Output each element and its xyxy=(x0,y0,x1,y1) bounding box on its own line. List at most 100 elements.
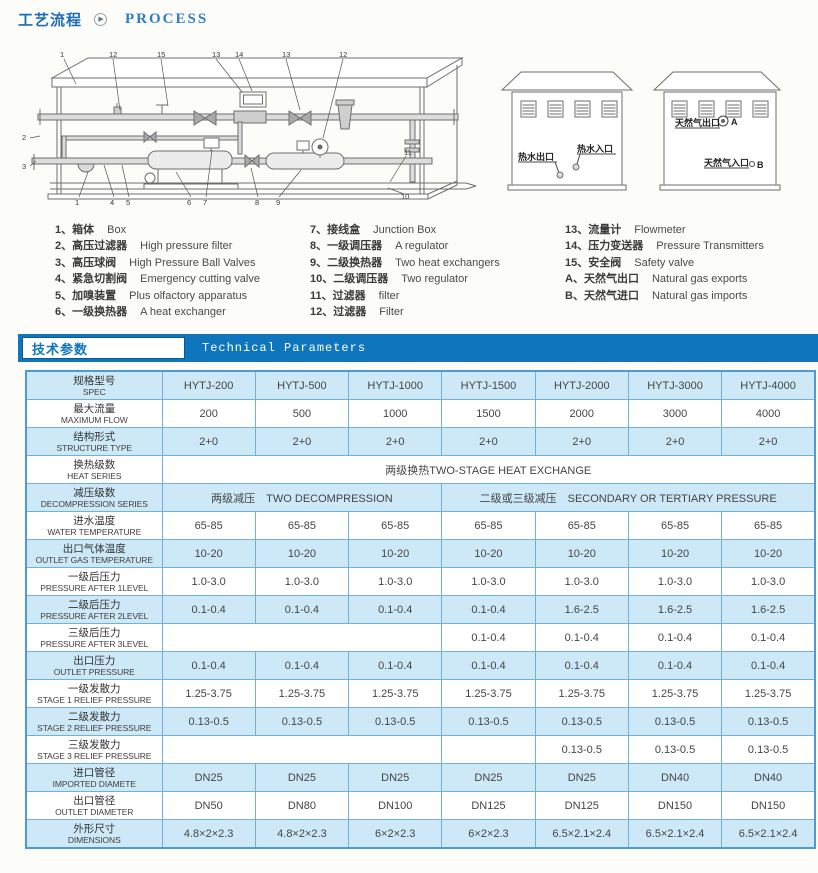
table-cell: 1.25-3.75 xyxy=(161,679,256,708)
table-row: 出口管径 OUTLET DIAMETER DN50 DN80 DN100 DN125 DN1… xyxy=(25,791,816,820)
callout-number: 12 xyxy=(109,50,117,59)
table-cell: DN125 xyxy=(534,791,629,820)
row-label: 外形尺寸 DIMENSIONS xyxy=(25,819,163,849)
callout-number: 2 xyxy=(22,133,26,142)
table-cell: 2+0 xyxy=(721,427,816,456)
table-cell: 0.13-0.5 xyxy=(161,707,256,736)
callout-number: 13 xyxy=(282,50,290,59)
legend-item-en: Emergency cutting valve xyxy=(140,273,260,286)
legend-item: B、天然气进口 Natural gas imports xyxy=(565,288,805,304)
callout-number: 9 xyxy=(276,198,280,207)
table-row: 二级发散力 STAGE 2 RELIEF PRESSURE 0.13-0.5 0.13… xyxy=(25,707,816,736)
legend-item-cn: 7、接线盒 xyxy=(310,224,361,236)
table-cell: 65-85 xyxy=(254,511,350,540)
table-cell: 4.8×2×2.3 xyxy=(161,819,256,849)
legend-item-cn: 14、压力变送器 xyxy=(565,240,644,253)
callout-number: 1 xyxy=(75,198,79,207)
table-cell: 10-20 xyxy=(627,539,723,568)
legend-item-en: A regulator xyxy=(395,240,449,253)
table-cell: 0.1-0.4 xyxy=(161,651,256,680)
table-row: 三级发散力 STAGE 3 RELIEF PRESSURE 0.13-0.5 0.13… xyxy=(25,735,816,764)
table-cell: 6.5×2.1×2.4 xyxy=(534,819,629,849)
row-label: 换热级数 HEAT SERIES xyxy=(25,455,163,484)
table-cell: 1.6-2.5 xyxy=(627,595,723,624)
table-cell: 65-85 xyxy=(627,511,723,540)
table-cell: HYTJ-3000 xyxy=(627,370,723,400)
legend-item: 5、加嗅装置 Plus olfactory apparatus xyxy=(55,288,310,304)
table-cell: 0.1-0.4 xyxy=(627,623,723,652)
table-cell: 1.25-3.75 xyxy=(348,679,443,708)
legend-item: 4、紧急切割阀 Emergency cutting valve xyxy=(55,271,310,287)
legend-item-cn: 6、一级换热器 xyxy=(55,306,128,319)
table-cell: 0.1-0.4 xyxy=(534,623,629,652)
row-label: 进口管径 IMPORTED DIAMETE xyxy=(25,763,163,792)
table-cell: 500 xyxy=(254,399,350,428)
callout-number: 8 xyxy=(255,198,259,207)
legend-item-cn: A、天然气出口 xyxy=(565,273,639,286)
table-row: 一级后压力 PRESSURE AFTER 1LEVEL 1.0-3.0 1.0-3.0… xyxy=(25,567,816,596)
callout-leader-lines xyxy=(29,58,407,198)
table-cell: 1500 xyxy=(441,399,536,428)
legend-item-en: High Pressure Ball Valves xyxy=(129,256,256,269)
table-cell: 1000 xyxy=(348,399,443,428)
table-cell: 0.1-0.4 xyxy=(254,651,350,680)
table-cell: 0.13-0.5 xyxy=(534,707,629,736)
table-cell: 65-85 xyxy=(534,511,629,540)
table-cell: 0.1-0.4 xyxy=(348,595,443,624)
table-cell: 1.25-3.75 xyxy=(534,679,629,708)
table-cell: 1.0-3.0 xyxy=(441,567,536,596)
table-cell: DN100 xyxy=(348,791,443,820)
row-label: 一级发散力 STAGE 1 RELIEF PRESSURE xyxy=(25,679,163,708)
row-label: 二级发散力 STAGE 2 RELIEF PRESSURE xyxy=(25,707,163,736)
callout-number: 6 xyxy=(187,198,191,207)
table-cell: 1.6-2.5 xyxy=(534,595,629,624)
table-cell: 6×2×2.3 xyxy=(348,819,443,849)
table-cell: 0.1-0.4 xyxy=(254,595,350,624)
legend-item: 7、接线盒 Junction Box xyxy=(310,222,565,238)
table-row: 结构形式 STRUCTURE TYPE 2+0 2+0 2+0 2+0 2+0 2+0 2+0 xyxy=(25,427,816,456)
legend-item-en: A heat exchanger xyxy=(140,306,226,319)
row-label: 三级后压力 PRESSURE AFTER 3LEVEL xyxy=(25,623,163,652)
legend-item-en: Safety valve xyxy=(634,256,695,269)
table-cell: 65-85 xyxy=(348,511,443,540)
table-cell: 2+0 xyxy=(441,427,536,456)
table-cell: 0.1-0.4 xyxy=(441,623,536,652)
table-cell: 200 xyxy=(161,399,256,428)
table-cell: 65-85 xyxy=(161,511,256,540)
legend-item-cn: 1、箱体 xyxy=(55,224,95,236)
table-cell: 6×2×2.3 xyxy=(441,819,536,849)
table-cell: 2+0 xyxy=(161,427,256,456)
section-bar: 技术参数 Technical Parameters xyxy=(18,334,818,362)
row-label: 规格型号 SPEC xyxy=(25,370,163,400)
callout-number: 11 xyxy=(404,148,412,157)
table-cell: 0.13-0.5 xyxy=(627,707,723,736)
table-row: 出口压力 OUTLET PRESSURE 0.1-0.4 0.1-0.4 0.1-0.4… xyxy=(25,651,816,680)
table-cell: 6.5×2.1×2.4 xyxy=(721,819,816,849)
legend-column: 13、流量计 Flowmeter 14、压力变送器 Pressure Transmit… xyxy=(565,222,805,320)
table-cell: HYTJ-2000 xyxy=(534,370,629,400)
table-row: 一级发散力 STAGE 1 RELIEF PRESSURE 1.25-3.75 1.2… xyxy=(25,679,816,708)
table-cell: 0.1-0.4 xyxy=(441,651,536,680)
legend-item: A、天然气出口 Natural gas exports xyxy=(565,271,805,287)
table-cell: 1.25-3.75 xyxy=(441,679,536,708)
table-row: 规格型号 SPEC HYTJ-200 HYTJ-500 HYTJ-1000 HYTJ-15… xyxy=(25,370,816,400)
params-table-body: 规格型号 SPEC HYTJ-200 HYTJ-500 HYTJ-1000 HYTJ-15… xyxy=(25,370,816,849)
legend-item: 13、流量计 Flowmeter xyxy=(565,222,805,238)
legend-item: 12、过滤器 Filter xyxy=(310,304,565,320)
row-label: 结构形式 STRUCTURE TYPE xyxy=(25,427,163,456)
legend-item: 8、一级调压器 A regulator xyxy=(310,238,565,254)
legend-item: 11、过滤器 filter xyxy=(310,288,565,304)
table-cell: 1.25-3.75 xyxy=(721,679,816,708)
legend-column: 7、接线盒 Junction Box 8、一级调压器 A regulator 9、二级换… xyxy=(310,222,565,320)
legend-item-cn: 2、高压过滤器 xyxy=(55,240,128,253)
hot-water-cabinet-drawing: 热水出口 热水入口 xyxy=(500,71,634,191)
table-cell: 0.1-0.4 xyxy=(161,595,256,624)
table-cell: 6.5×2.1×2.4 xyxy=(627,819,723,849)
legend-item: 1、箱体 Box xyxy=(55,222,310,238)
table-cell: 2+0 xyxy=(254,427,350,456)
section-title-cn: 技术参数 xyxy=(32,341,89,357)
hot-water-inlet-label: 热水入口 xyxy=(577,143,613,154)
table-cell: 0.13-0.5 xyxy=(721,707,816,736)
table-cell: DN40 xyxy=(627,763,723,792)
